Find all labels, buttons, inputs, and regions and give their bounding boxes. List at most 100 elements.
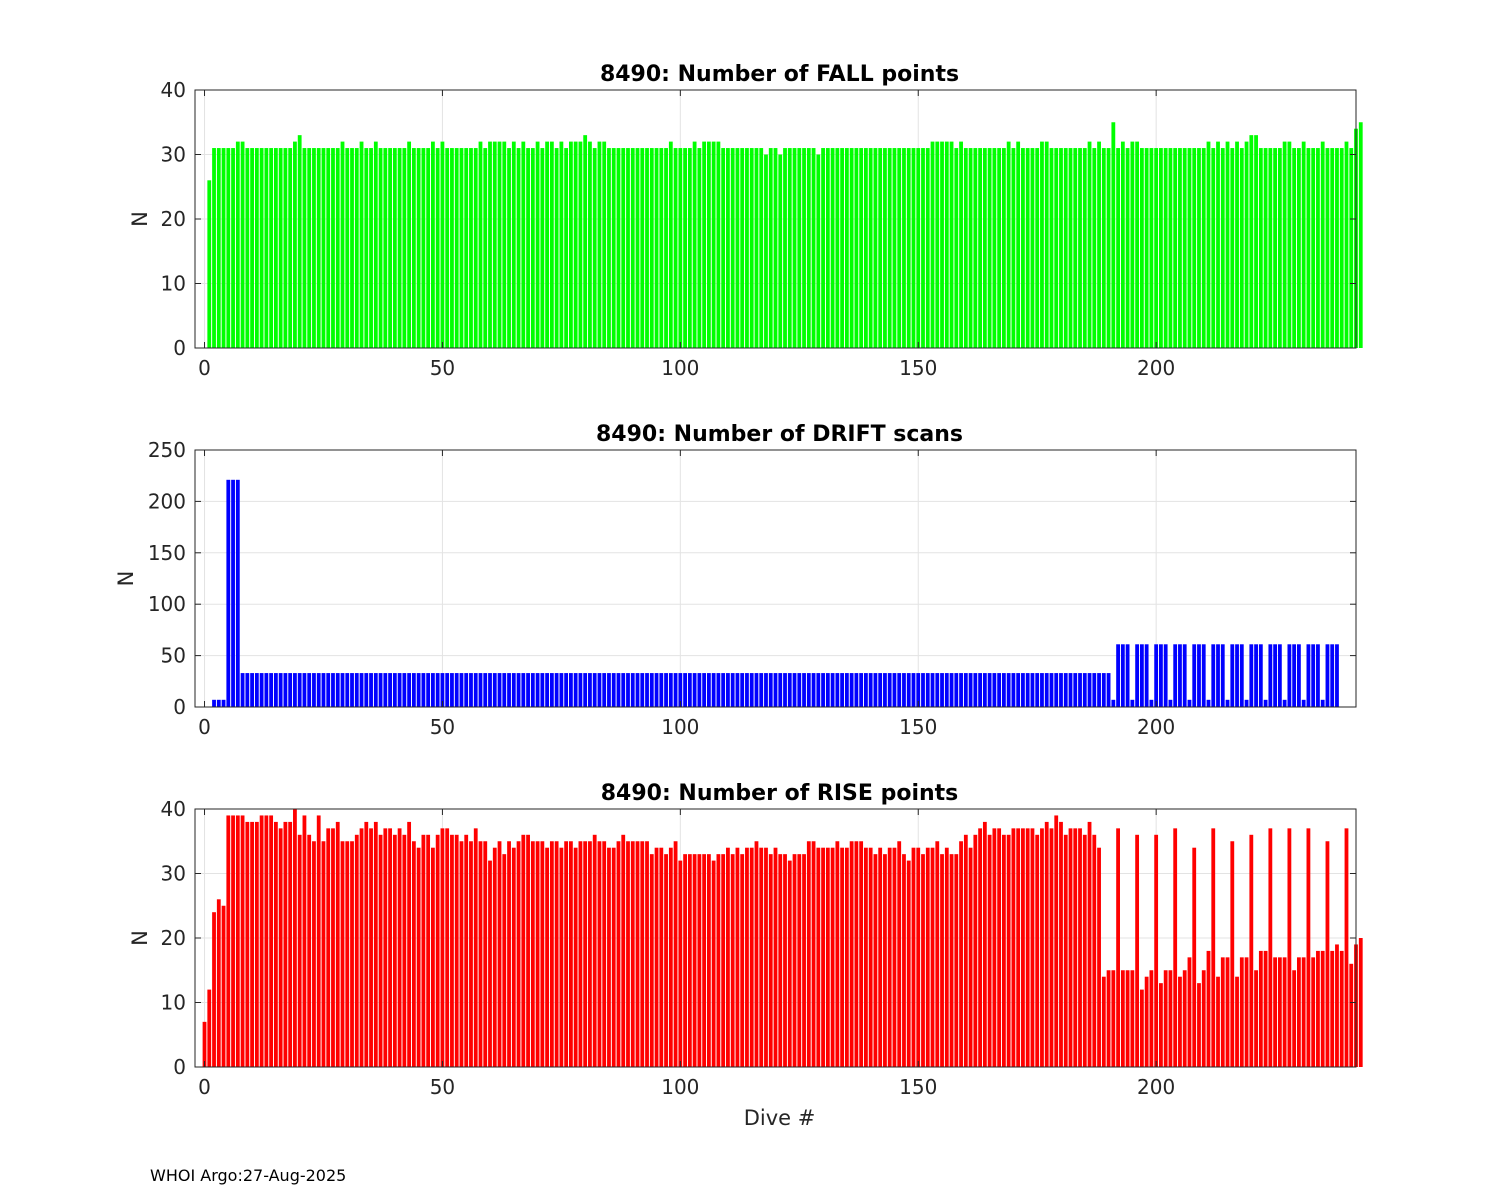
drift-bar	[545, 673, 550, 707]
fall-bar	[906, 148, 911, 348]
rise-ytick-label: 0	[173, 1055, 186, 1079]
rise-bar	[883, 854, 887, 1067]
fall-bar	[1292, 148, 1297, 348]
fall-bar	[378, 148, 383, 348]
fall-bar	[930, 141, 935, 348]
fall-bar	[1225, 141, 1230, 348]
drift-bar	[607, 673, 611, 707]
drift-bar	[1116, 644, 1120, 707]
drift-bar	[878, 673, 883, 707]
drift-bar	[273, 673, 278, 707]
rise-bar	[954, 854, 959, 1067]
rise-bar	[645, 841, 649, 1067]
fall-bar	[1116, 148, 1120, 348]
rise-bar	[868, 847, 873, 1067]
rise-bar	[583, 841, 588, 1067]
drift-bar	[226, 479, 231, 707]
fall-bar	[545, 141, 550, 348]
fall-bar	[235, 141, 240, 348]
rise-bar	[1092, 834, 1097, 1067]
drift-bar	[592, 673, 597, 707]
drift-bar	[435, 673, 440, 707]
drift-bar	[706, 673, 711, 707]
rise-bar	[383, 828, 388, 1067]
rise-bar	[1249, 834, 1254, 1067]
fall-bar	[702, 141, 707, 348]
fall-bar	[583, 135, 588, 348]
rise-bar	[1282, 957, 1287, 1067]
rise-bar	[207, 989, 212, 1067]
fall-bar	[787, 148, 792, 348]
drift-bar	[783, 673, 787, 707]
rise-bar	[1349, 963, 1354, 1067]
fall-bar	[759, 148, 764, 348]
fall-bar	[935, 141, 940, 348]
footer-credit: WHOI Argo:27-Aug-2025	[150, 1166, 346, 1185]
rise-bar	[1225, 957, 1230, 1067]
rise-bar	[768, 854, 773, 1067]
drift-xtick-label: 150	[899, 715, 937, 739]
rise-bar	[1296, 957, 1301, 1067]
rise-bar	[1059, 821, 1063, 1067]
rise-xtick-label: 0	[198, 1075, 211, 1099]
rise-bar	[711, 860, 716, 1067]
footer-source: WHOI Argo:	[150, 1166, 243, 1185]
drift-bar	[825, 673, 830, 707]
fall-bar	[549, 141, 554, 348]
drift-bar	[426, 673, 431, 707]
fall-ylabel: N	[128, 211, 152, 227]
drift-bar	[749, 673, 754, 707]
rise-bar	[397, 828, 402, 1067]
drift-bar	[916, 673, 921, 707]
rise-bar	[488, 860, 492, 1067]
rise-bar	[1106, 970, 1111, 1067]
rise-bar	[754, 841, 759, 1067]
rise-ytick-label: 10	[161, 991, 186, 1015]
fall-bar	[1021, 148, 1025, 348]
drift-bar	[716, 673, 721, 707]
fall-bar	[1192, 148, 1197, 348]
drift-bar	[1040, 673, 1044, 707]
drift-bar	[411, 673, 416, 707]
fall-bar	[854, 148, 859, 348]
fall-bar	[488, 141, 492, 348]
rise-bar	[1325, 841, 1330, 1067]
fall-bar	[1154, 148, 1159, 348]
rise-bar	[440, 828, 445, 1067]
fall-bar	[1182, 148, 1187, 348]
drift-bar	[797, 673, 802, 707]
fall-bar	[1016, 141, 1021, 348]
rise-xtick-label: 50	[430, 1075, 455, 1099]
fall-bar	[706, 141, 711, 348]
rise-bar	[1244, 957, 1249, 1067]
rise-bar	[478, 841, 483, 1067]
fall-bar	[897, 148, 902, 348]
fall-bar	[1325, 148, 1330, 348]
rise-bar	[445, 828, 450, 1067]
rise-bar	[511, 847, 516, 1067]
fall-bar	[440, 141, 445, 348]
fall-bar	[264, 148, 269, 348]
fall-bar	[326, 148, 331, 348]
fall-bar	[521, 141, 526, 348]
fall-bar	[416, 148, 421, 348]
drift-bar	[611, 673, 616, 707]
rise-bar	[1063, 834, 1068, 1067]
fall-chart: 0 50 100 150 200 0 10 20 30 40 8490: Number of FAL…	[128, 62, 1363, 380]
fall-bar	[840, 148, 845, 348]
drift-bar	[959, 673, 963, 707]
rise-bar	[1135, 834, 1140, 1067]
rise-bar	[1306, 828, 1311, 1067]
rise-bar	[240, 815, 245, 1067]
drift-bar	[1244, 699, 1249, 707]
drift-bar	[835, 673, 840, 707]
rise-bar	[821, 847, 825, 1067]
rise-bar	[1263, 950, 1268, 1067]
drift-bar	[269, 673, 274, 707]
fall-bar	[516, 148, 521, 348]
rise-bar	[1078, 828, 1082, 1067]
drift-bar	[530, 673, 535, 707]
fall-bar	[554, 148, 559, 348]
footer-date: 27-Aug-2025	[242, 1166, 347, 1185]
rise-ytick-label: 40	[161, 797, 186, 821]
